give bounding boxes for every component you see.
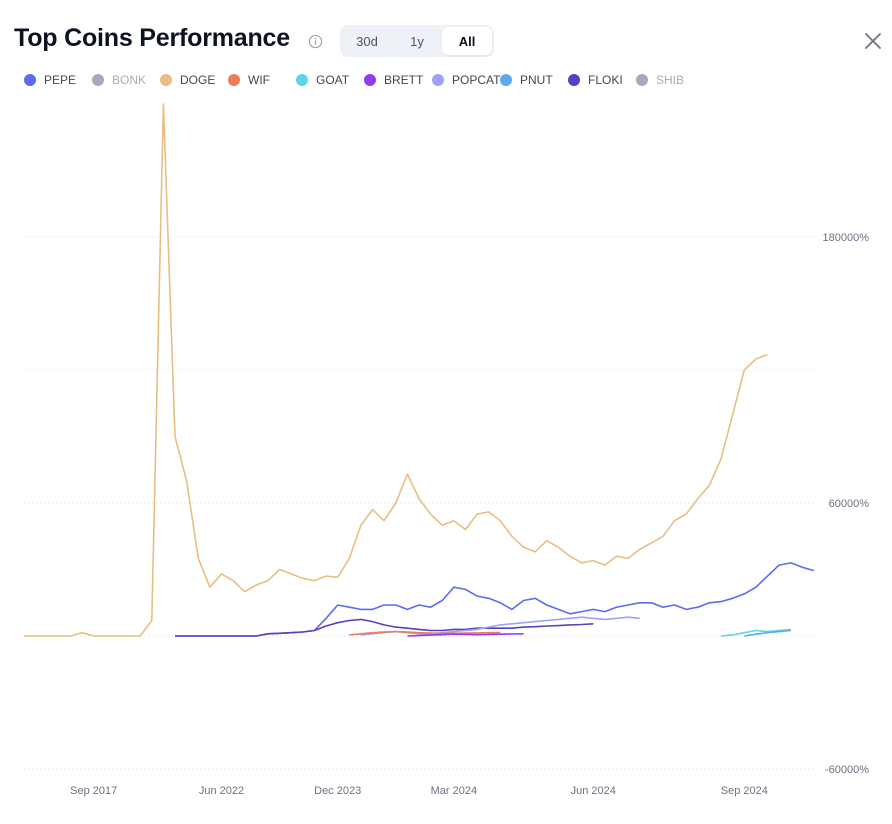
legend-item-floki[interactable]: FLOKI (568, 71, 623, 89)
legend-item-shib[interactable]: SHIB (636, 71, 684, 89)
x-tick-label: Dec 2023 (314, 785, 361, 797)
series-line-wif[interactable] (349, 630, 501, 636)
legend-label: DOGE (180, 73, 216, 87)
legend-dot (228, 74, 240, 86)
time-range-selector: 30d 1y All (340, 25, 494, 57)
series-line-pnut[interactable] (744, 629, 791, 637)
legend-item-brett[interactable]: BRETT (364, 71, 423, 89)
legend-item-bonk[interactable]: BONK (92, 71, 146, 89)
legend-label: POPCAT (452, 73, 501, 87)
legend-dot (92, 74, 104, 86)
legend-item-wif[interactable]: WIF (228, 71, 270, 89)
range-30d-button[interactable]: 30d (342, 27, 392, 55)
page-title: Top Coins Performance (14, 24, 290, 52)
series-line-pepe[interactable] (175, 562, 815, 637)
info-icon[interactable] (308, 34, 323, 49)
legend-dot (364, 74, 376, 86)
series-line-doge[interactable] (24, 103, 768, 637)
legend-dot (432, 74, 444, 86)
series-line-floki[interactable] (175, 618, 594, 637)
legend-label: PNUT (520, 73, 553, 87)
performance-line-chart: 180000% 60000% -60000% Sep 2017 Jun 2022 Dec … (24, 103, 869, 797)
legend-label: BRETT (384, 73, 424, 87)
range-1y-button[interactable]: 1y (392, 27, 442, 55)
y-tick-label: 60000% (829, 498, 870, 510)
legend-label: BONK (112, 73, 147, 87)
x-tick-label: Jun 2022 (199, 785, 244, 797)
y-tick-label: 180000% (823, 232, 870, 244)
legend-item-pepe[interactable]: PEPE (24, 71, 76, 89)
legend-label: GOAT (316, 73, 350, 87)
x-tick-label: Sep 2024 (721, 785, 768, 797)
legend-dot (296, 74, 308, 86)
legend-label: WIF (248, 73, 270, 87)
x-tick-label: Jun 2024 (571, 785, 616, 797)
series-lines (24, 103, 815, 637)
legend-dot (568, 74, 580, 86)
close-icon[interactable] (862, 30, 884, 52)
legend-dot (24, 74, 36, 86)
legend-item-goat[interactable]: GOAT (296, 71, 349, 89)
legend-dot (636, 74, 648, 86)
legend-label: SHIB (656, 73, 685, 87)
chart-legend: PEPE BONK DOGE WIF GOAT BRETT POPCAT PNU… (24, 71, 824, 89)
axis-labels: 180000% 60000% -60000% Sep 2017 Jun 2022 Dec … (70, 232, 869, 797)
x-tick-label: Sep 2017 (70, 785, 117, 797)
x-tick-label: Mar 2024 (431, 785, 477, 797)
legend-item-popcat[interactable]: POPCAT (432, 71, 500, 89)
legend-dot (160, 74, 172, 86)
range-all-button[interactable]: All (442, 27, 492, 55)
series-line-goat[interactable] (721, 628, 791, 637)
series-line-brett[interactable] (407, 633, 524, 637)
y-tick-label: -60000% (825, 764, 869, 776)
legend-dot (500, 74, 512, 86)
legend-item-pnut[interactable]: PNUT (500, 71, 553, 89)
legend-item-doge[interactable]: DOGE (160, 71, 215, 89)
legend-label: FLOKI (588, 73, 623, 87)
legend-label: PEPE (44, 73, 77, 87)
